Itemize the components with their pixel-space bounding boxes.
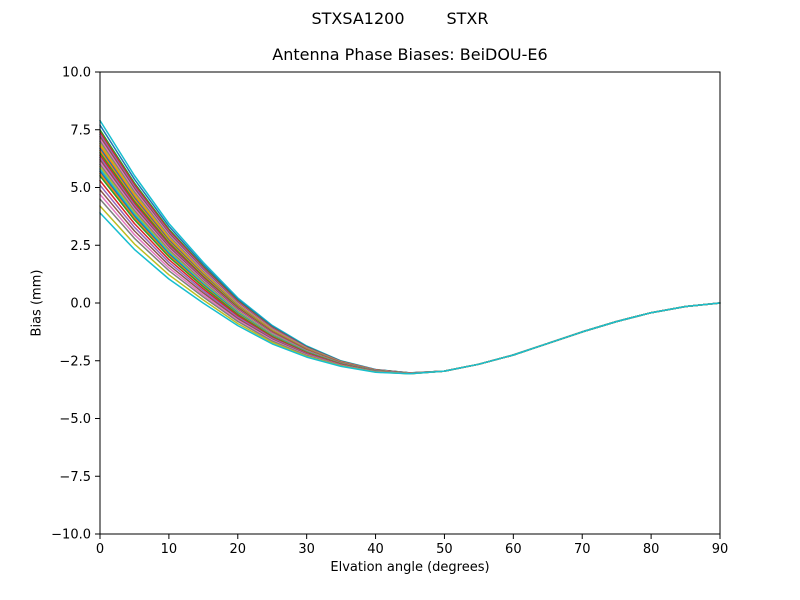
- x-tick-label: 50: [436, 542, 453, 557]
- y-tick-label: −2.5: [59, 354, 91, 369]
- figure-suptitle: STXSA1200 STXR: [0, 9, 800, 28]
- y-tick-label: −10.0: [51, 528, 91, 543]
- plot-area: [100, 72, 720, 534]
- receiver-name: STXR: [446, 9, 489, 28]
- series-line: [99, 212, 721, 375]
- x-tick-label: 20: [230, 542, 247, 557]
- x-tick-label: 70: [574, 542, 591, 557]
- y-tick-label: −7.5: [59, 470, 91, 485]
- y-tick-label: 10.0: [62, 66, 91, 81]
- y-tick-label: −5.0: [59, 412, 91, 427]
- y-tick-label: 5.0: [70, 181, 91, 196]
- x-tick-label: 10: [161, 542, 178, 557]
- y-tick-label: 0.0: [70, 297, 91, 312]
- station-name: STXSA1200: [311, 9, 405, 28]
- y-tick-label: 2.5: [70, 239, 91, 254]
- y-tick-label: 7.5: [70, 123, 91, 138]
- y-axis-label: Bias (mm): [29, 269, 45, 337]
- x-tick-label: 80: [643, 542, 660, 557]
- chart-title: Antenna Phase Biases: BeiDOU-E6: [272, 45, 548, 64]
- x-tick-label: 60: [505, 542, 522, 557]
- x-tick-label: 90: [712, 542, 729, 557]
- x-tick-label: 0: [96, 542, 104, 557]
- x-tick-label: 40: [367, 542, 384, 557]
- x-tick-label: 30: [298, 542, 315, 557]
- x-axis-label: Elvation angle (degrees): [330, 560, 490, 575]
